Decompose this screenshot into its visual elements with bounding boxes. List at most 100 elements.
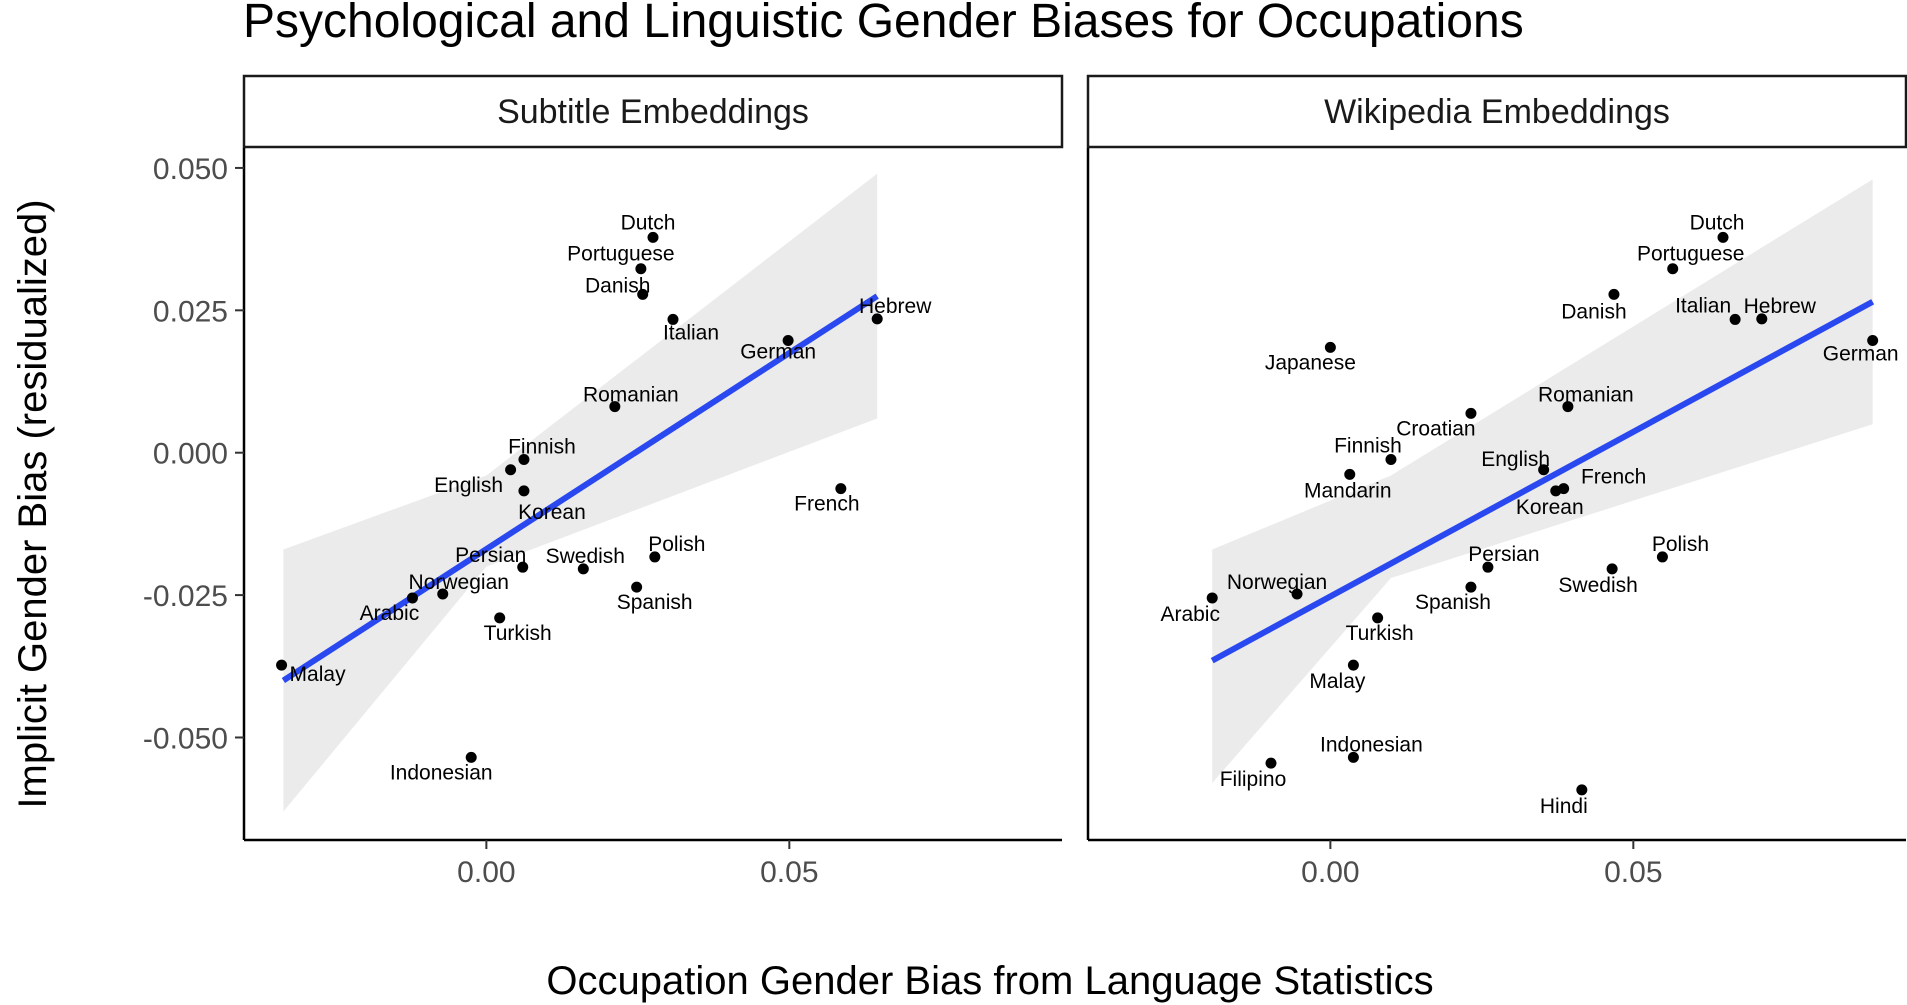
point-label: Croatian (1396, 417, 1475, 440)
data-point (1562, 401, 1574, 413)
point-label: Norwegian (409, 571, 509, 594)
point-label: Danish (585, 274, 650, 297)
point-label: Romanian (1538, 384, 1634, 407)
data-point (465, 751, 477, 763)
data-point (1206, 592, 1218, 604)
point-label: Portuguese (567, 243, 674, 266)
point-label: Mandarin (1304, 479, 1392, 502)
data-point (1265, 757, 1277, 769)
data-point (1385, 454, 1397, 466)
panel-strip-label: Subtitle Embeddings (497, 93, 809, 131)
point-label: Finnish (508, 436, 576, 459)
x-axis-title: Occupation Gender Bias from Language Sta… (546, 959, 1433, 1003)
point-label: French (1581, 466, 1646, 489)
data-point (782, 335, 794, 347)
data-point (577, 563, 589, 575)
chart-title: Psychological and Linguistic Gender Bias… (243, 0, 1524, 48)
point-label: Norwegian (1227, 571, 1327, 594)
data-point (1465, 581, 1477, 593)
data-point (517, 561, 529, 573)
data-point (609, 401, 621, 413)
data-point (1344, 468, 1356, 480)
point-label: Swedish (546, 545, 625, 568)
data-point (1867, 335, 1879, 347)
data-point (1482, 561, 1494, 573)
data-point (1717, 231, 1729, 243)
point-label: Japanese (1265, 351, 1356, 374)
point-label: Hebrew (859, 295, 932, 318)
panel-strip (1086, 74, 1907, 149)
panel-2: Wikipedia Embeddings Dutch Portuguese Danis… (1086, 74, 1907, 889)
data-point (1324, 341, 1336, 353)
point-label: Hebrew (1744, 295, 1817, 318)
data-point (1465, 407, 1477, 419)
point-label: Spanish (1415, 591, 1491, 614)
confidence-band (283, 173, 878, 812)
data-point (647, 231, 659, 243)
point-label: Turkish (484, 622, 552, 645)
data-point (1550, 485, 1562, 497)
point-label: Spanish (617, 591, 693, 614)
y-axis: -0.050 -0.025 0.000 0.025 0.050 (143, 153, 244, 755)
panel-strip (242, 74, 1064, 149)
data-point (1291, 588, 1303, 600)
point-label: Korean (518, 501, 586, 524)
x-tick-label: 0.05 (760, 856, 818, 889)
panel-strip-label: Wikipedia Embeddings (1324, 93, 1670, 131)
point-label: Turkish (1346, 622, 1414, 645)
data-point (637, 288, 649, 300)
data-point (871, 313, 883, 325)
point-label: Persian (455, 544, 526, 567)
point-label: Italian (663, 321, 719, 344)
y-tick-label: -0.050 (143, 722, 228, 755)
point-label: Polish (1652, 533, 1709, 556)
data-point (635, 263, 647, 275)
data-point (1756, 313, 1768, 325)
point-label: German (1823, 343, 1899, 366)
data-point (1538, 464, 1550, 476)
point-label: Hindi (1540, 795, 1588, 818)
data-point (1372, 612, 1384, 624)
point-label: Italian (1675, 294, 1731, 317)
point-label: Indonesian (390, 761, 493, 784)
point-label: English (1481, 448, 1550, 471)
y-tick-label: 0.000 (153, 438, 228, 471)
x-tick-label: 0.00 (1301, 856, 1359, 889)
data-point (649, 551, 661, 563)
data-point (1667, 263, 1679, 275)
data-point (1608, 288, 1620, 300)
point-label: Polish (648, 533, 705, 556)
panel-1: Subtitle Embeddings Dutch Portuguese Danish… (242, 74, 1064, 889)
data-point (437, 588, 449, 600)
point-label: Arabic (1160, 603, 1220, 626)
x-tick-label: 0.05 (1604, 856, 1662, 889)
point-label: Indonesian (1320, 733, 1423, 756)
panels: Subtitle Embeddings Dutch Portuguese Danish… (242, 74, 1907, 889)
data-point (835, 483, 847, 495)
point-label: Portuguese (1637, 243, 1744, 266)
point-label: Romanian (583, 384, 679, 407)
point-label: Danish (1561, 300, 1626, 323)
point-label: German (740, 341, 816, 364)
point-label: Korean (1516, 496, 1584, 519)
data-point (518, 454, 530, 466)
data-point (667, 313, 679, 325)
data-point (406, 592, 418, 604)
regression-line (1210, 299, 1875, 664)
data-point (1656, 551, 1668, 563)
y-tick-label: -0.025 (143, 580, 228, 613)
data-point (1347, 751, 1359, 763)
point-label: Swedish (1558, 574, 1637, 597)
data-point (1347, 659, 1359, 671)
point-label: French (794, 493, 859, 516)
point-label: Malay (290, 663, 347, 686)
data-point (276, 659, 288, 671)
x-tick-label: 0.00 (457, 856, 515, 889)
data-point (518, 485, 530, 497)
point-label: Dutch (1690, 211, 1745, 234)
point-label: Finnish (1334, 435, 1402, 458)
point-label: English (434, 474, 503, 497)
data-point (505, 464, 517, 476)
point-label: Persian (1468, 543, 1539, 566)
